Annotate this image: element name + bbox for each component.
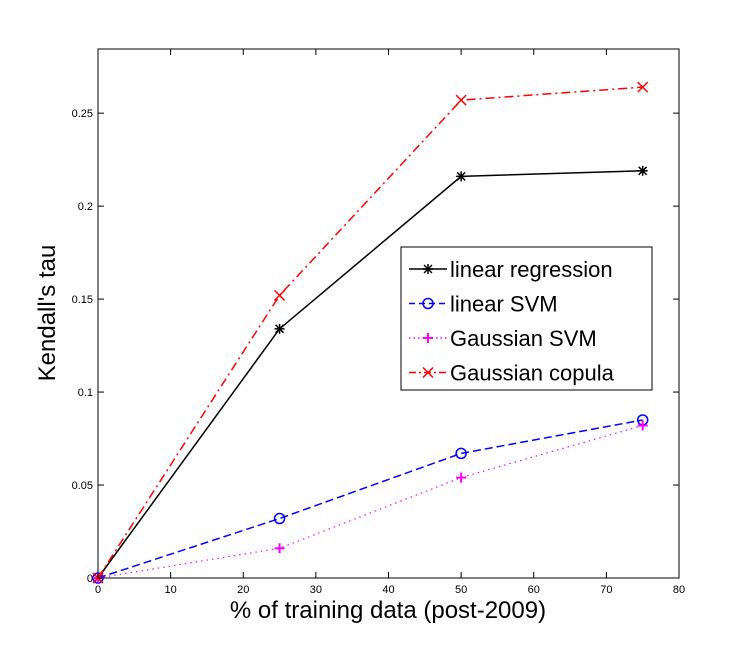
series-linear-svm: [92, 414, 649, 584]
x-tick-label: 70: [600, 584, 612, 596]
series-gaussian-copula: [92, 81, 649, 584]
legend-entry-gaussian-copula: Gaussian copula: [409, 361, 615, 386]
legend-entry-gaussian-svm: Gaussian SVM: [409, 326, 597, 351]
y-tick-label: 0.1: [78, 387, 93, 399]
data-point-linear-regression: [274, 323, 285, 334]
y-tick-label: 0.15: [72, 294, 93, 306]
legend-box: [400, 246, 653, 391]
data-point-linear-svm: [455, 447, 467, 460]
x-tick-label: 50: [455, 584, 467, 596]
data-point-gaussian-svm: [637, 420, 648, 431]
series-layer: [92, 81, 649, 584]
marker-ast-d2: [638, 166, 648, 176]
x-tick-label: 30: [310, 584, 322, 596]
legend-marker: [422, 366, 434, 379]
legend-label: Gaussian SVM: [450, 326, 597, 351]
marker-ast-d2: [456, 171, 466, 181]
legend-entry-linear-regression: linear regression: [409, 257, 613, 282]
marker-circle: [455, 447, 467, 460]
series-linear-regression: [93, 165, 648, 583]
x-axis-title: % of training data (post-2009): [230, 597, 546, 624]
x-tick-label: 10: [165, 584, 177, 596]
data-point-linear-regression: [637, 165, 648, 176]
marker-circle: [273, 512, 286, 525]
data-point-linear-regression: [456, 171, 467, 182]
y-tick-label: 0.25: [72, 108, 93, 120]
marker-circle: [422, 297, 434, 310]
x-axis: 0 10 20 30 40 50 60 70 80: [95, 49, 685, 596]
series-line-gaussian-svm: [97, 424, 643, 579]
legend-label: Gaussian copula: [450, 361, 615, 386]
legend: linear regression linear SVM Gaussian SVM G…: [400, 246, 653, 391]
x-tick-label: 60: [528, 584, 540, 596]
data-point-gaussian-svm: [274, 543, 285, 554]
x-tick-label: 80: [673, 584, 685, 596]
marker-x-b: [455, 94, 467, 106]
legend-label: linear regression: [450, 257, 613, 282]
legend-marker: [423, 333, 433, 343]
legend-marker: [422, 297, 434, 310]
data-point-gaussian-copula: [637, 81, 649, 93]
marker-x-b: [637, 81, 649, 93]
data-point-gaussian-copula: [455, 94, 467, 106]
y-tick-label: 0: [87, 573, 93, 585]
marker-ast-d2: [275, 324, 285, 334]
series-line-gaussian-copula: [97, 86, 643, 579]
x-tick-label: 40: [382, 584, 394, 596]
data-point-gaussian-svm: [456, 472, 467, 483]
legend-marker: [423, 264, 433, 274]
legend-entry-linear-svm: linear SVM: [409, 292, 558, 317]
marker-x-b: [274, 289, 286, 301]
marker-ast-d2: [423, 264, 433, 274]
y-axis: 0 0.05 0.1 0.15 0.2 0.25: [72, 108, 679, 585]
marker-x-b: [422, 366, 434, 379]
y-axis-title: Kendall's tau: [34, 245, 61, 382]
y-tick-label: 0.2: [78, 201, 93, 213]
data-point-linear-svm: [273, 512, 286, 525]
data-point-gaussian-copula: [274, 289, 286, 301]
series-line-linear-regression: [97, 170, 643, 579]
series-line-linear-svm: [97, 419, 643, 579]
legend-label: linear SVM: [450, 292, 558, 317]
series-gaussian-svm: [93, 420, 648, 583]
y-tick-label: 0.05: [72, 480, 93, 492]
x-tick-label: 0: [95, 584, 101, 596]
x-tick-label: 20: [237, 584, 249, 596]
